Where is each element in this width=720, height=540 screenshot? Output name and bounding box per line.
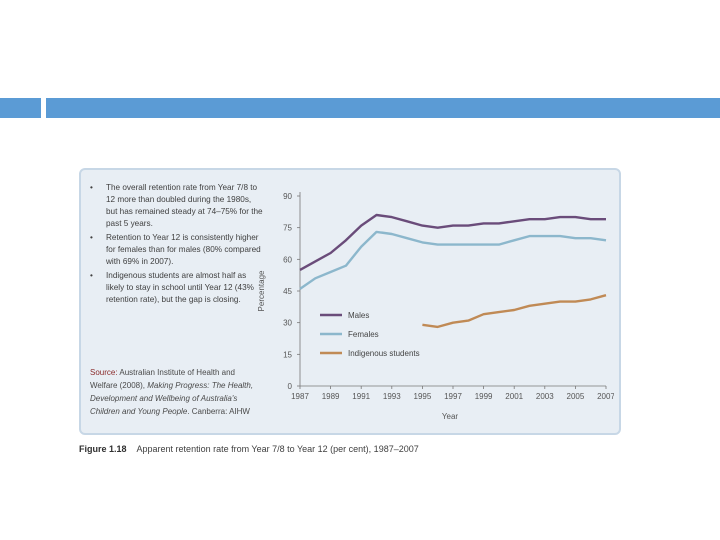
bullet-list: • The overall retention rate from Year 7/… xyxy=(84,182,264,308)
x-tick-label: 2003 xyxy=(536,392,554,401)
source-text: Australian Institute of Health and Welfa… xyxy=(90,368,235,390)
y-tick-label: 75 xyxy=(283,224,292,233)
x-tick-label: 1991 xyxy=(352,392,370,401)
figure-panel xyxy=(79,168,621,435)
x-tick-label: 2001 xyxy=(505,392,523,401)
bullet-text: Retention to Year 12 is consistently hig… xyxy=(106,233,261,266)
y-tick-label: 45 xyxy=(283,287,292,296)
figure-caption: Figure 1.18 Apparent retention rate from … xyxy=(79,444,419,454)
series-line-indigenous-students xyxy=(422,294,607,329)
bullet-text: The overall retention rate from Year 7/8… xyxy=(106,183,263,228)
x-tick-label: 1999 xyxy=(475,392,493,401)
x-tick-label: 1997 xyxy=(444,392,462,401)
legend-label: Males xyxy=(348,311,369,320)
source-label: Source: xyxy=(90,368,118,377)
legend-label: Indigenous students xyxy=(348,349,420,358)
legend-label: Females xyxy=(348,330,379,339)
bullet-item: • Indigenous students are almost half as … xyxy=(90,271,254,304)
source-tail: . Canberra: AIHW xyxy=(187,407,250,416)
y-tick-label: 90 xyxy=(283,192,292,201)
bullet-item: • Retention to Year 12 is consistently hi… xyxy=(90,233,261,266)
accent-bar-left xyxy=(0,98,41,118)
figure-number: Figure 1.18 xyxy=(79,444,127,454)
y-tick-label: 30 xyxy=(283,319,292,328)
series-line-males xyxy=(299,213,606,271)
y-tick-label: 0 xyxy=(288,382,293,391)
x-tick-label: 1993 xyxy=(383,392,401,401)
accent-bar-right xyxy=(46,98,720,118)
x-tick-label: 1995 xyxy=(414,392,432,401)
x-tick-label: 2005 xyxy=(567,392,585,401)
source-citation: Source: Australian Institute of Health a… xyxy=(90,366,262,418)
caption-text: Apparent retention rate from Year 7/8 to… xyxy=(136,444,419,454)
y-tick-label: 15 xyxy=(283,350,292,359)
y-tick-label: 60 xyxy=(283,255,292,264)
x-tick-label: 1989 xyxy=(322,392,340,401)
x-tick-label: 2007 xyxy=(597,392,614,401)
bullet-text: Indigenous students are almost half as l… xyxy=(106,271,254,304)
x-tick-label: 1987 xyxy=(291,392,309,401)
series-line-females xyxy=(299,230,607,290)
y-axis-label: Percentage xyxy=(257,270,266,311)
source-title: Making Progress: The Health, Development… xyxy=(90,381,254,416)
retention-line-chart: 0 15 30 45 60 75 90 1987 1989 1991 1993 1995 1997 19… xyxy=(257,192,614,421)
x-axis-label: Year xyxy=(442,412,459,421)
bullet-item: • The overall retention rate from Year 7/… xyxy=(90,183,263,228)
